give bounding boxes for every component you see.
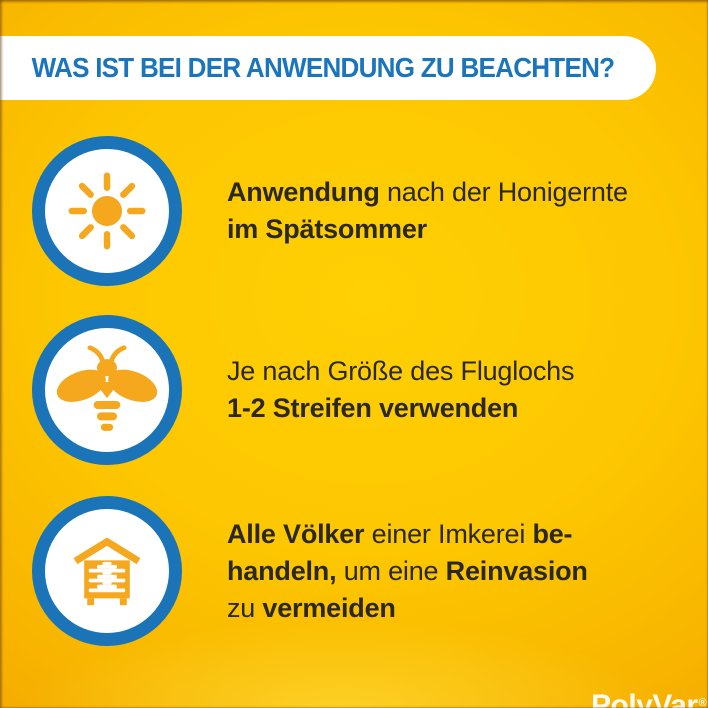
- text-segment: im Spätsommer: [227, 214, 427, 244]
- text-segment: einer Imkerei: [364, 518, 533, 549]
- polyvar-logo: PolyVar®: [591, 689, 707, 708]
- text-segment: vermeiden: [262, 592, 396, 623]
- text-segment: 1-2 Streifen verwenden: [227, 393, 519, 423]
- brand-name: PolyVar: [591, 689, 698, 708]
- item-text-anwendung: Anwendung nach der Honigernte im Spätsom…: [227, 174, 628, 248]
- header-banner: WAS IST BEI DER ANWENDUNG ZU BEACHTEN?: [0, 36, 656, 100]
- list-item-reinvasion: Alle Völker einer Imkerei be- handeln, u…: [32, 496, 588, 646]
- registered-trademark-symbol: ®: [698, 697, 707, 708]
- text-segment: Anwendung: [227, 177, 380, 207]
- item-text-streifen: Je nach Größe des Fluglochs 1-2 Streifen…: [227, 353, 574, 427]
- list-item-streifen: Je nach Größe des Fluglochs 1-2 Streifen…: [32, 315, 574, 465]
- text-line: handeln, um eine Reinvasion: [227, 553, 588, 590]
- beehive-badge: [32, 496, 182, 646]
- sun-icon: [68, 172, 146, 250]
- sun-badge: [32, 136, 182, 286]
- list-item-anwendung: Anwendung nach der Honigernte im Spätsom…: [32, 136, 628, 286]
- text-segment: be-: [532, 518, 573, 549]
- beehive-icon: [73, 537, 141, 606]
- text-segment: handeln,: [227, 555, 337, 586]
- text-segment: zu: [227, 592, 263, 623]
- page-title: WAS IST BEI DER ANWENDUNG ZU BEACHTEN?: [31, 52, 615, 83]
- item-text-reinvasion: Alle Völker einer Imkerei be- handeln, u…: [227, 516, 588, 627]
- text-segment: Je nach Größe des Fluglochs: [227, 356, 575, 386]
- text-line: 1-2 Streifen verwenden: [227, 390, 574, 427]
- text-segment: nach der Honigernte: [379, 177, 628, 207]
- text-line: Alle Völker einer Imkerei be-: [227, 516, 588, 553]
- text-segment: Alle Völker: [227, 518, 365, 549]
- text-segment: Reinvasion: [445, 555, 588, 586]
- text-line: im Spätsommer: [227, 211, 628, 248]
- text-segment: um eine: [336, 555, 446, 586]
- text-line: Anwendung nach der Honigernte: [227, 174, 628, 211]
- bee-badge: [32, 315, 182, 465]
- text-line: zu vermeiden: [227, 590, 588, 627]
- text-line: Je nach Größe des Fluglochs: [227, 353, 574, 390]
- bee-icon: [56, 344, 158, 431]
